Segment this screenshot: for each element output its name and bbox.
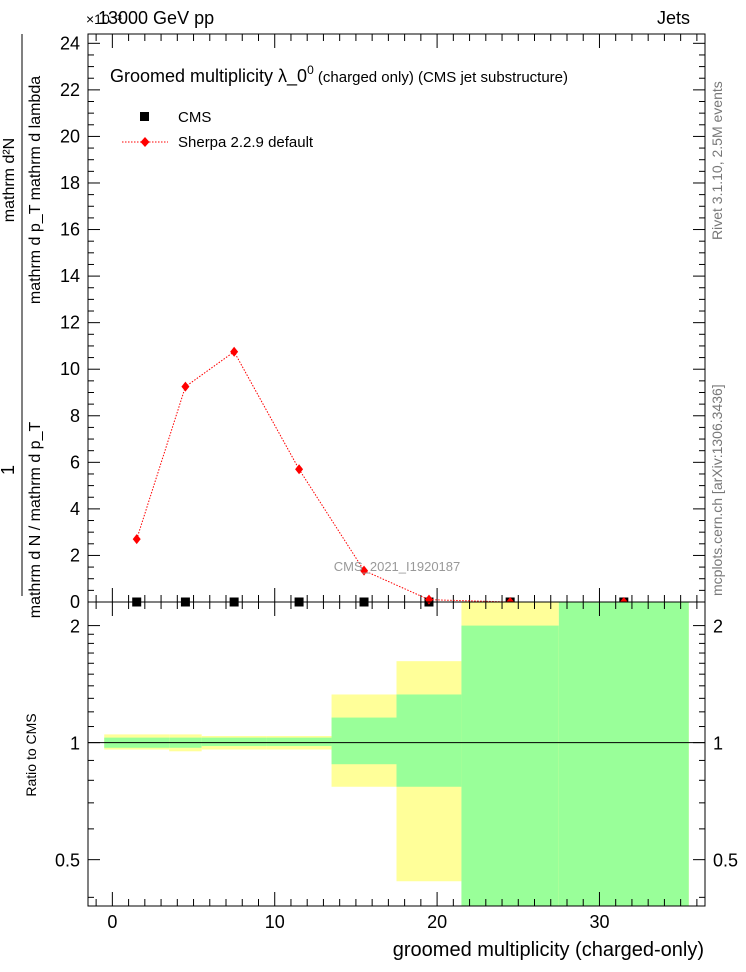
y-tick-label: 20 <box>60 126 80 146</box>
legend: CMS Sherpa 2.2.9 default <box>122 109 314 151</box>
ratio-axes: 0.5 0.51 12 20 10 20 30 <box>55 602 738 932</box>
ratio-band-inner <box>461 625 559 906</box>
sherpa-point <box>230 346 239 357</box>
ratio-band-inner <box>266 737 332 747</box>
ratio-band-inner <box>201 737 267 747</box>
legend-marker-sherpa <box>140 137 150 147</box>
main-y-label: 1 mathrm d N / mathrm d p_T mathrm d²N m… <box>0 34 44 618</box>
category-label: Jets <box>657 8 690 28</box>
ratio-band-inner <box>396 694 462 787</box>
ratio-y-tick-label-right: 1 <box>713 734 723 754</box>
ratio-y-tick-label-right: 2 <box>713 617 723 637</box>
energy-label: 13000 GeV pp <box>98 8 214 28</box>
y-tick-label: 14 <box>60 266 80 286</box>
y-tick-label: 4 <box>70 499 80 519</box>
y-exponent-label: ×10⁻³ <box>86 11 122 27</box>
rivet-label: Rivet 3.1.10, 2.5M events <box>709 81 725 240</box>
ratio-y-tick-label: 1 <box>70 734 80 754</box>
ratio-frame <box>87 601 706 907</box>
y-tick-label: 0 <box>70 592 80 612</box>
y-tick-label: 16 <box>60 220 80 240</box>
ratio-y-tick-label: 0.5 <box>55 851 80 871</box>
y-tick-label: 24 <box>60 33 80 53</box>
ratio-y-tick-label: 2 <box>70 617 80 637</box>
sherpa-point <box>295 464 304 475</box>
legend-label-sherpa: Sherpa 2.2.9 default <box>178 134 314 151</box>
ratio-plot-panel: 0.5 0.51 12 20 10 20 30 Ratio to CMS groomed m… <box>23 601 738 961</box>
x-tick-label: 30 <box>589 912 609 932</box>
y-label-deriv-numerator: mathrm d²N <box>1 138 18 222</box>
mcplots-label: mcplots.cern.ch [arXiv:1306.3436] <box>709 384 725 596</box>
ratio-band-inner <box>331 717 397 765</box>
analysis-watermark: CMS_2021_I1920187 <box>334 559 461 574</box>
y-label-denominator: mathrm d N / mathrm d p_T <box>27 422 44 619</box>
y-tick-label: 22 <box>60 80 80 100</box>
y-tick-label: 10 <box>60 359 80 379</box>
y-tick-label: 8 <box>70 406 80 426</box>
x-tick-label: 10 <box>265 912 285 932</box>
legend-label-cms: CMS <box>178 109 211 126</box>
y-tick-label: 6 <box>70 452 80 472</box>
legend-marker-cms <box>140 112 149 121</box>
ratio-band-inner <box>558 602 689 906</box>
main-title: Groomed multiplicity λ_00 (charged only)… <box>110 63 568 87</box>
ratio-y-label: Ratio to CMS <box>23 713 39 796</box>
sherpa-point <box>360 565 369 576</box>
sherpa-point <box>132 534 141 545</box>
x-tick-label: 0 <box>107 912 117 932</box>
y-tick-label: 12 <box>60 313 80 333</box>
ratio-y-tick-label-right: 0.5 <box>713 851 738 871</box>
x-axis-label: groomed multiplicity (charged-only) <box>393 939 704 961</box>
y-tick-label: 18 <box>60 173 80 193</box>
y-label-numerator: 1 <box>0 465 18 475</box>
y-tick-label: 2 <box>70 545 80 565</box>
sherpa-point <box>181 381 190 392</box>
ratio-bands-layer <box>104 602 689 906</box>
x-tick-label: 20 <box>427 912 447 932</box>
y-label-deriv-denominator: mathrm d p_T mathrm d lambda <box>27 76 44 304</box>
